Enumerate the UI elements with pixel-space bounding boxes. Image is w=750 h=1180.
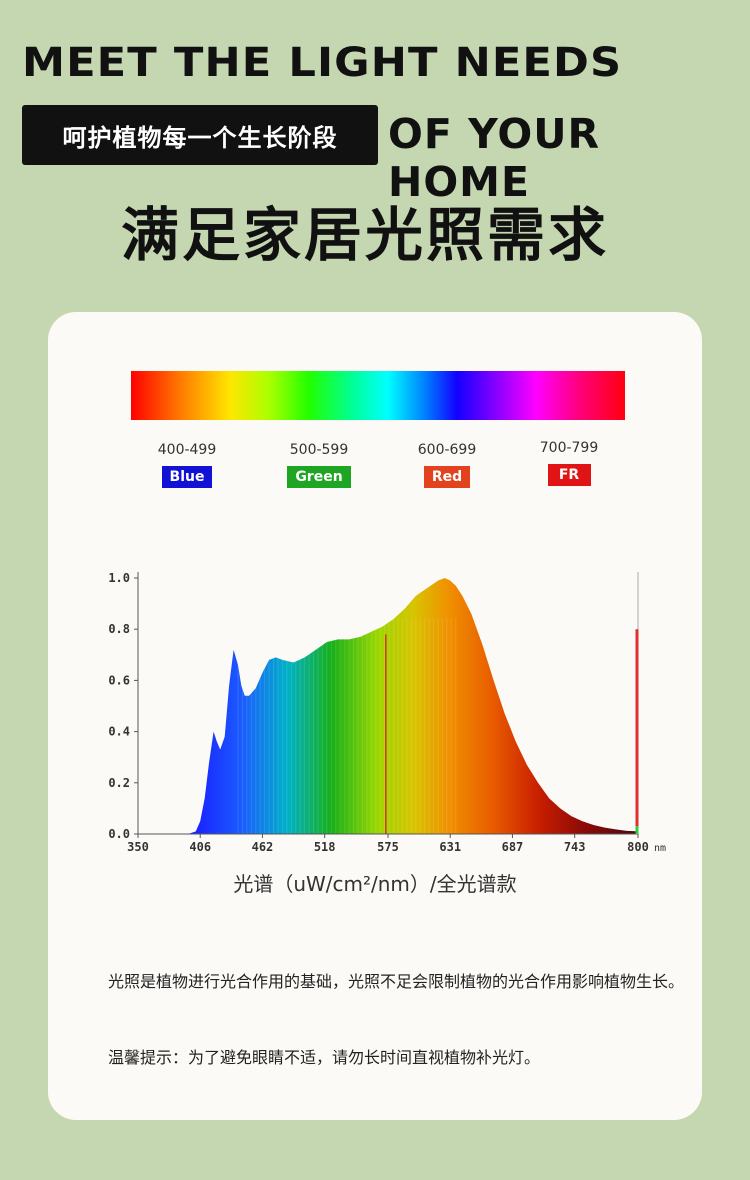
- x-tick-label: 800: [627, 840, 649, 854]
- x-tick-label: 687: [502, 840, 524, 854]
- band-range: 400-499: [157, 442, 217, 458]
- spectrum-card: 400-499 Blue 500-599 Green 600-699 Red 7…: [48, 312, 702, 1120]
- chinese-title: 满足家居光照需求: [120, 201, 609, 269]
- description-text: 光照是植物进行光合作用的基础，光照不足会限制植物的光合作用影响植物生长。: [108, 972, 685, 991]
- y-tick-label: 1.0: [108, 571, 130, 585]
- spectrum-chart-svg: 0.0 0.2 0.4 0.6 0.8 1.0 350 406 462 518 575 631 687 7…: [108, 571, 666, 854]
- band-far-red: 700-799 FR: [524, 440, 614, 486]
- x-unit-label: nm: [654, 843, 666, 854]
- x-tick-label: 631: [439, 840, 461, 854]
- x-tick-label: 575: [377, 840, 399, 854]
- band-green: 500-599 Green: [274, 442, 364, 488]
- band-range: 600-699: [417, 442, 477, 458]
- chart-caption: 光谱（uW/cm²/nm）/全光谱款: [233, 872, 517, 896]
- x-tick-label: 462: [252, 840, 274, 854]
- band-range: 500-599: [289, 442, 349, 458]
- y-tick-label: 0.0: [108, 827, 130, 841]
- band-tag: Blue: [161, 466, 213, 488]
- y-tick-label: 0.4: [108, 725, 130, 739]
- spectrum-chart: 0.0 0.2 0.4 0.6 0.8 1.0 350 406 462 518 575 631 687 7…: [96, 562, 716, 902]
- band-red: 600-699 Red: [402, 442, 492, 488]
- band-tag: Green: [287, 466, 351, 488]
- color-spectrum-bar: [131, 371, 625, 420]
- band-blue: 400-499 Blue: [142, 442, 232, 488]
- headline-of-your-home: OF YOUR HOME: [388, 110, 601, 206]
- x-tick-label: 743: [564, 840, 586, 854]
- warm-tip-text: 温馨提示：为了避免眼睛不适，请勿长时间直视植物补光灯。: [108, 1048, 541, 1067]
- y-tick-label: 0.6: [108, 673, 130, 687]
- band-tag: FR: [547, 464, 591, 486]
- spectrum-area: [188, 578, 638, 834]
- x-tick-label: 406: [189, 840, 211, 854]
- x-tick-label: 350: [127, 840, 149, 854]
- band-range: 700-799: [539, 440, 599, 456]
- headline-meet-light-needs: MEET THE LIGHT NEEDS: [22, 40, 623, 86]
- y-tick-label: 0.2: [108, 776, 130, 790]
- x-tick-label: 518: [314, 840, 336, 854]
- band-tag: Red: [423, 466, 471, 488]
- y-tick-label: 0.8: [108, 622, 130, 636]
- tagline-badge: 呵护植物每一个生长阶段: [22, 105, 378, 165]
